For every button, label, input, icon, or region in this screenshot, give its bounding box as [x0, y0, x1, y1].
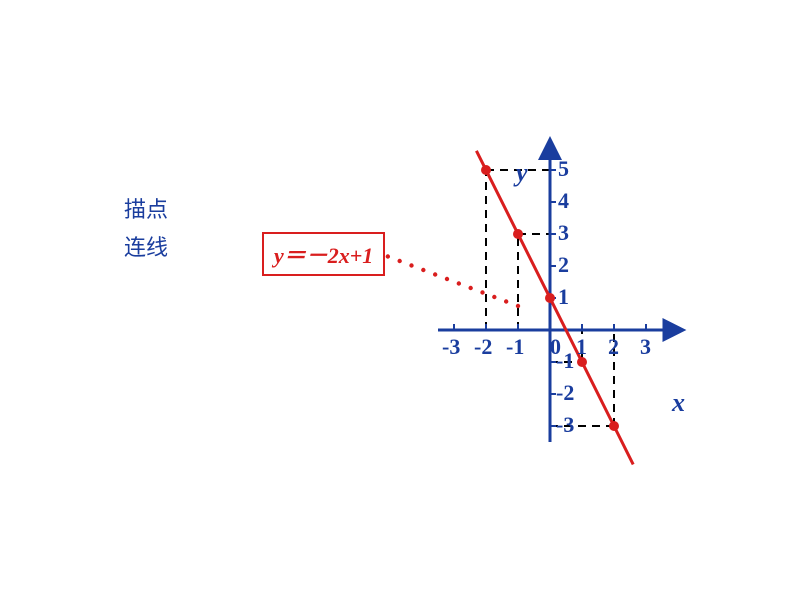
x-tick--3: -3 [442, 334, 460, 360]
y-tick--2: -2 [556, 380, 574, 406]
coordinate-chart [0, 0, 794, 596]
equation-text: y＝－2x+1 [274, 243, 373, 268]
x-tick--2: -2 [474, 334, 492, 360]
y-tick-3: 3 [558, 220, 569, 246]
label-plot-points: 描点 [124, 192, 168, 224]
origin-label: 0 [550, 334, 561, 360]
x-tick-1: 1 [576, 334, 587, 360]
label-draw-line: 连线 [124, 230, 168, 262]
x-tick--1: -1 [506, 334, 524, 360]
y-tick-4: 4 [558, 188, 569, 214]
x-tick-2: 2 [608, 334, 619, 360]
x-axis-label: x [672, 388, 685, 418]
y-axis-label: y [516, 158, 528, 188]
y-tick-2: 2 [558, 252, 569, 278]
x-tick-3: 3 [640, 334, 651, 360]
y-tick-5: 5 [558, 156, 569, 182]
y-tick-1: 1 [558, 284, 569, 310]
equation-box: y＝－2x+1 [262, 232, 385, 276]
y-tick--3: -3 [556, 412, 574, 438]
